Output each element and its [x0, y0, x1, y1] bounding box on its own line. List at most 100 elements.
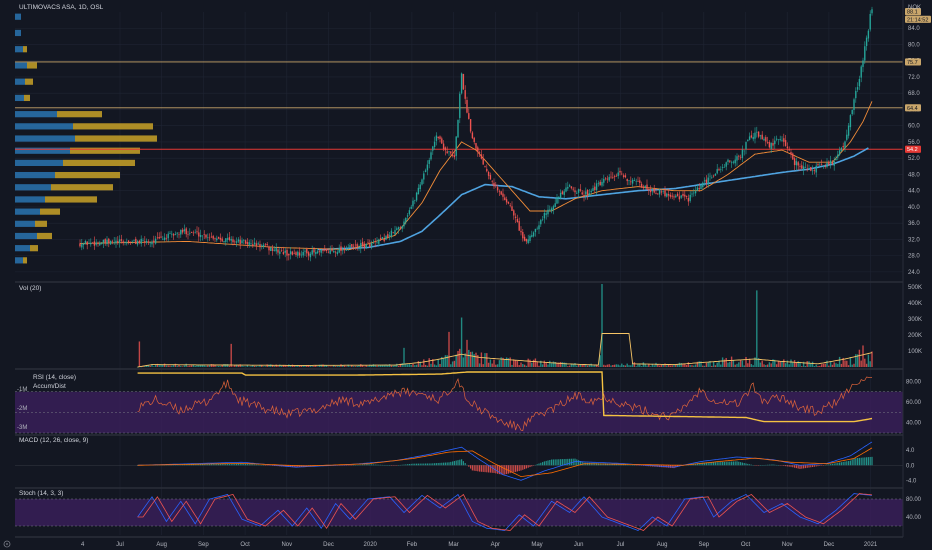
volume-bar[interactable] — [255, 366, 258, 367]
candle[interactable] — [273, 250, 276, 252]
volume-bar[interactable] — [597, 366, 600, 367]
volume-bar[interactable] — [201, 364, 204, 367]
candle[interactable] — [324, 250, 326, 251]
volume-bar[interactable] — [462, 357, 465, 367]
volume-bar[interactable] — [700, 361, 702, 367]
candle[interactable] — [604, 178, 607, 180]
volume-bar[interactable] — [540, 360, 542, 367]
candle[interactable] — [336, 252, 339, 254]
volume-bar[interactable] — [576, 365, 578, 367]
volume-bar[interactable] — [334, 366, 337, 367]
volume-bar[interactable] — [635, 366, 637, 367]
volume-bar[interactable] — [475, 352, 477, 367]
candle[interactable] — [846, 134, 848, 140]
candlesticks[interactable] — [79, 6, 873, 262]
volume-bar[interactable] — [513, 359, 515, 367]
candle[interactable] — [734, 159, 736, 164]
candle[interactable] — [783, 138, 785, 142]
candle[interactable] — [475, 143, 477, 149]
candle[interactable] — [451, 154, 454, 156]
candle[interactable] — [694, 191, 697, 194]
volume-bar[interactable] — [376, 365, 378, 367]
candle[interactable] — [174, 234, 177, 235]
candle[interactable] — [394, 230, 396, 235]
volume-bar[interactable] — [444, 355, 447, 367]
volume-bar[interactable] — [594, 364, 596, 367]
volume-bar[interactable] — [847, 365, 850, 367]
volume-bar[interactable] — [397, 365, 400, 367]
volume-bar[interactable] — [342, 365, 344, 367]
candle[interactable] — [703, 180, 706, 182]
candle[interactable] — [228, 237, 231, 240]
volume-bar[interactable] — [223, 364, 225, 367]
candle[interactable] — [93, 241, 96, 246]
candle[interactable] — [633, 180, 636, 181]
candle[interactable] — [424, 170, 427, 172]
candle[interactable] — [860, 66, 862, 78]
volume-bar[interactable] — [471, 351, 474, 367]
volume-bar[interactable] — [639, 363, 641, 367]
volume-bar[interactable] — [621, 363, 623, 367]
candle[interactable] — [739, 156, 742, 158]
volume-bar[interactable] — [837, 363, 839, 367]
volume-bar[interactable] — [394, 364, 396, 367]
volume-bar[interactable] — [820, 364, 823, 367]
volume-bar[interactable] — [721, 357, 724, 367]
candle[interactable] — [723, 166, 726, 168]
candle[interactable] — [214, 238, 216, 239]
candle[interactable] — [343, 249, 346, 251]
candle[interactable] — [415, 192, 418, 201]
candle[interactable] — [793, 158, 796, 166]
candle[interactable] — [747, 139, 749, 142]
candle[interactable] — [86, 241, 88, 245]
candle[interactable] — [284, 250, 286, 253]
candle[interactable] — [162, 238, 164, 240]
candle[interactable] — [457, 119, 459, 138]
candle[interactable] — [300, 254, 303, 256]
candle[interactable] — [729, 160, 731, 162]
candle[interactable] — [541, 219, 544, 220]
candle[interactable] — [514, 216, 517, 218]
volume-bar[interactable] — [592, 365, 594, 367]
volume-bar[interactable] — [750, 364, 753, 367]
volume-bar[interactable] — [768, 362, 771, 367]
volume-bar[interactable] — [473, 354, 475, 367]
candle[interactable] — [334, 251, 337, 253]
candle[interactable] — [853, 99, 855, 110]
volume-bar[interactable] — [550, 363, 553, 367]
volume-bar[interactable] — [367, 366, 369, 367]
candle[interactable] — [311, 250, 313, 255]
volume-bar[interactable] — [505, 357, 508, 367]
volume-bar[interactable] — [354, 366, 357, 367]
volume-bar[interactable] — [316, 366, 319, 367]
volume-bar[interactable] — [558, 362, 560, 367]
candle[interactable] — [680, 195, 682, 198]
candle[interactable] — [104, 239, 106, 243]
candle[interactable] — [207, 237, 209, 238]
volume-bar[interactable] — [221, 364, 223, 367]
candle[interactable] — [478, 152, 481, 154]
volume-bar[interactable] — [190, 365, 193, 367]
candle[interactable] — [165, 238, 168, 239]
candle[interactable] — [446, 151, 448, 154]
candle[interactable] — [401, 226, 403, 229]
volume-bar[interactable] — [624, 365, 627, 367]
volume-bar[interactable] — [565, 362, 567, 367]
candle[interactable] — [644, 185, 646, 188]
candle[interactable] — [759, 135, 762, 137]
candle[interactable] — [709, 175, 711, 177]
candle[interactable] — [536, 228, 538, 230]
candle[interactable] — [318, 251, 321, 252]
volume-bar[interactable] — [192, 364, 195, 367]
candle[interactable] — [376, 242, 378, 243]
candle[interactable] — [111, 241, 114, 242]
volume-bar[interactable] — [527, 358, 529, 367]
candle[interactable] — [711, 177, 713, 178]
candle[interactable] — [757, 131, 760, 137]
volume-bar[interactable] — [810, 363, 812, 367]
candle[interactable] — [291, 251, 294, 255]
candle[interactable] — [626, 179, 628, 182]
candle[interactable] — [455, 136, 457, 156]
candle[interactable] — [390, 230, 393, 237]
volume-bar[interactable] — [678, 362, 681, 367]
